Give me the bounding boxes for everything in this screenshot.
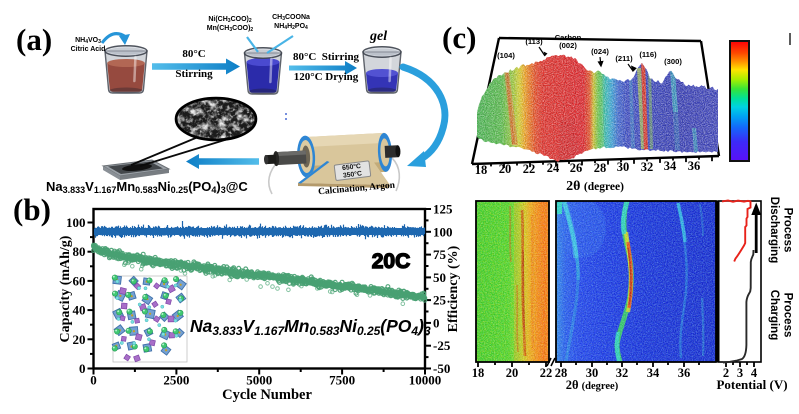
svg-text:20: 20 — [506, 366, 519, 380]
svg-text:(002): (002) — [559, 41, 577, 50]
svg-text:Carbon: Carbon — [555, 33, 582, 42]
svg-text:20: 20 — [73, 332, 86, 347]
svg-text:18: 18 — [472, 366, 485, 380]
svg-text:Charging: Charging — [768, 290, 780, 340]
svg-text:36: 36 — [678, 366, 691, 380]
svg-text:36: 36 — [688, 159, 701, 173]
svg-text:25: 25 — [433, 293, 447, 308]
svg-text:28: 28 — [594, 161, 607, 175]
svg-text:40: 40 — [73, 303, 86, 318]
svg-text:34: 34 — [664, 159, 677, 173]
svg-text:-50: -50 — [433, 361, 450, 376]
svg-text:100: 100 — [66, 215, 86, 230]
svg-text:5000: 5000 — [246, 373, 272, 388]
svg-text:80: 80 — [73, 244, 86, 259]
svg-text:26: 26 — [570, 161, 583, 175]
svg-text:20C: 20C — [372, 250, 411, 273]
svg-text:0: 0 — [90, 373, 97, 388]
svg-text:-25: -25 — [433, 338, 451, 353]
svg-text:100: 100 — [433, 224, 453, 239]
svg-text:22: 22 — [523, 162, 536, 176]
svg-text:(024): (024) — [591, 47, 609, 56]
svg-text:Potential (V): Potential (V) — [716, 377, 787, 392]
svg-text:(116): (116) — [639, 50, 657, 59]
svg-text:18: 18 — [475, 163, 488, 177]
svg-text:(113): (113) — [525, 37, 543, 46]
svg-text:Efficiency (%): Efficiency (%) — [446, 245, 461, 332]
svg-text:50: 50 — [433, 270, 446, 285]
svg-text:10000: 10000 — [409, 373, 442, 388]
svg-text:75: 75 — [433, 247, 447, 262]
svg-text:30: 30 — [586, 366, 599, 380]
svg-text:20: 20 — [499, 162, 512, 176]
svg-text:Process: Process — [782, 293, 794, 338]
svg-text:Cycle Number: Cycle Number — [222, 387, 312, 403]
svg-text:22: 22 — [540, 366, 553, 380]
svg-text:2θ (degree): 2θ (degree) — [566, 179, 624, 194]
svg-text:2: 2 — [723, 366, 729, 380]
svg-text:Discharging: Discharging — [768, 197, 780, 263]
svg-text:24: 24 — [547, 161, 560, 175]
svg-text:7500: 7500 — [329, 373, 355, 388]
svg-text:(300): (300) — [664, 57, 682, 66]
svg-text:125: 125 — [433, 202, 453, 217]
svg-text:32: 32 — [616, 366, 629, 380]
svg-text:650°C: 650°C — [342, 162, 362, 172]
svg-text:Process: Process — [782, 208, 794, 253]
svg-text:(211): (211) — [615, 54, 633, 63]
svg-text:4: 4 — [751, 366, 758, 380]
svg-text:32: 32 — [641, 160, 654, 174]
svg-text:0: 0 — [433, 315, 440, 330]
svg-text:3: 3 — [737, 366, 743, 380]
svg-text:34: 34 — [647, 366, 660, 380]
svg-text:28: 28 — [555, 366, 568, 380]
svg-text:Capacity (mAh/g): Capacity (mAh/g) — [58, 235, 73, 342]
svg-text:60: 60 — [73, 273, 86, 288]
svg-text:2500: 2500 — [163, 373, 189, 388]
svg-text:350°C: 350°C — [343, 169, 363, 179]
svg-text:2θ (degree): 2θ (degree) — [566, 378, 619, 392]
svg-text:0: 0 — [79, 361, 86, 376]
svg-text:(104): (104) — [497, 51, 515, 60]
svg-text:30: 30 — [617, 160, 630, 174]
